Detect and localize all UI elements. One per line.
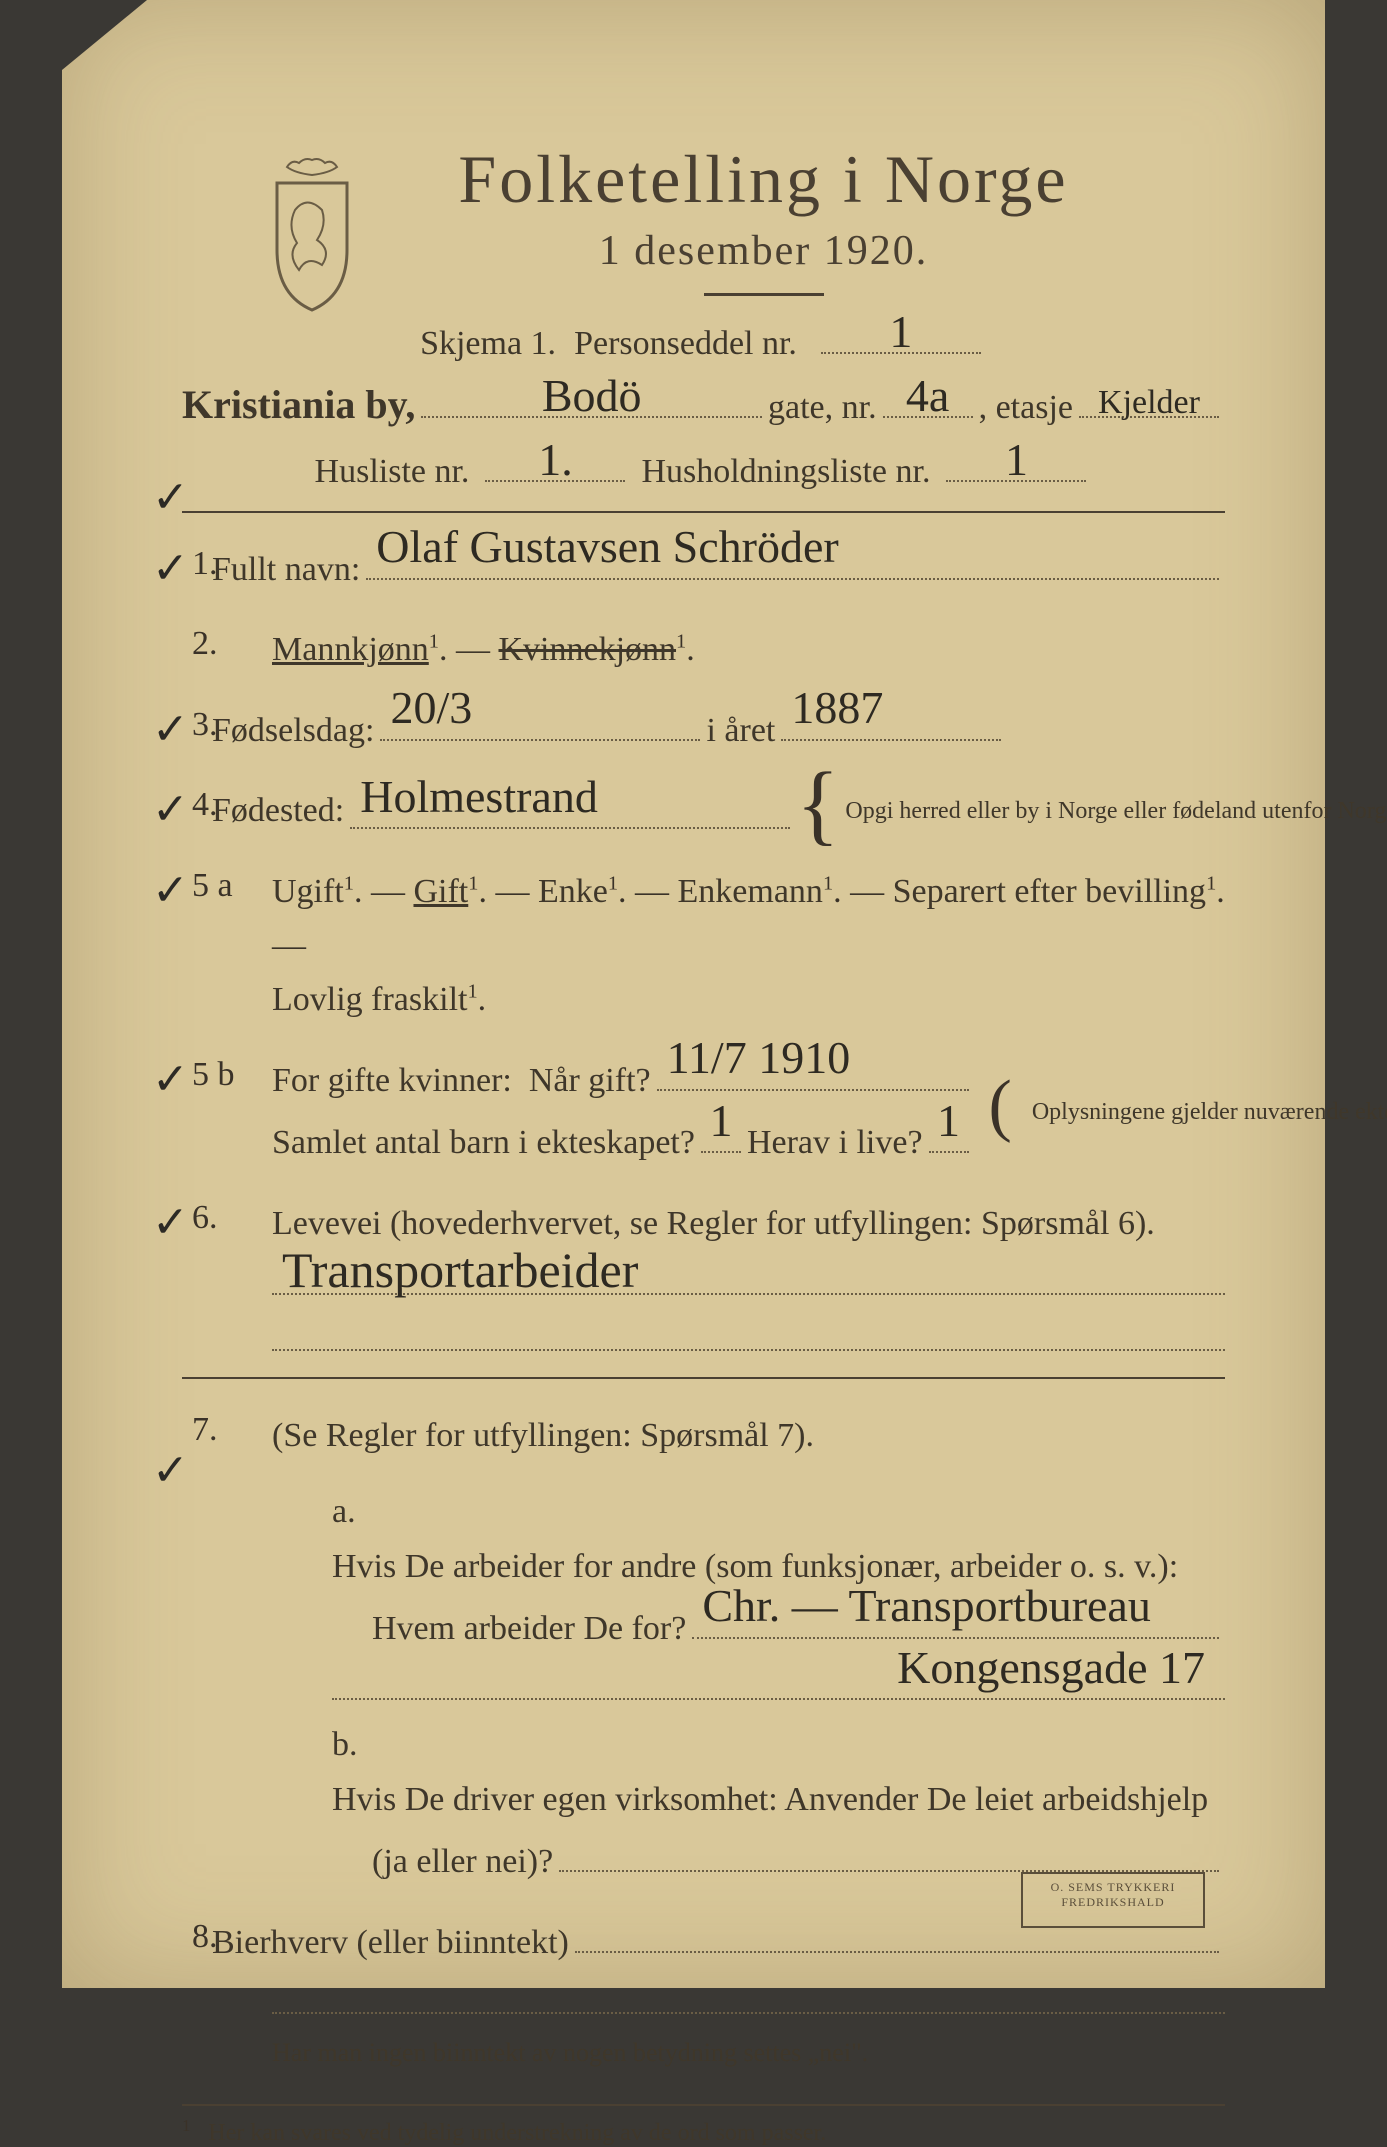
check-q3: ✓ xyxy=(152,704,189,755)
q7: ✓ 7. (Se Regler for utfyllingen: Spørsmå… xyxy=(212,1409,1225,1890)
q5a-num: 5 a xyxy=(192,867,233,905)
q5b-gift-label: Når gift? xyxy=(529,1054,651,1108)
gate-value: Bodö xyxy=(542,369,642,422)
q5b: ✓ 5 b For gifte kvinner: Når gift? 11/7 … xyxy=(212,1054,1225,1171)
gate-label: gate, nr. xyxy=(768,389,877,427)
q5b-live-label: Herav i live? xyxy=(747,1116,923,1170)
q5b-live-value: 1 xyxy=(937,1084,960,1158)
q4: ✓ 4. Fødested: Holmestrand { Opgi herred… xyxy=(212,784,1225,838)
check-q4: ✓ xyxy=(152,784,189,835)
personseddel-label: Personseddel nr. xyxy=(574,325,797,363)
gate-nr-value: 4a xyxy=(906,369,949,422)
q8: 8. Bierhverv (eller biinntekt) Har man i… xyxy=(212,1916,1225,2074)
hushold-value: 1 xyxy=(1005,433,1028,486)
q4-brace-text: Opgi herred eller by i Norge eller fødel… xyxy=(845,796,1205,827)
footnote-text: Her kan svares ved tydelig understreknin… xyxy=(208,2120,826,2146)
skjema-label: Skjema 1. xyxy=(420,325,556,363)
q5b-label: For gifte kvinner: xyxy=(272,1054,512,1108)
q3-day: 20/3 xyxy=(390,671,472,745)
q7a-value2: Kongensgade 17 xyxy=(897,1631,1205,1705)
check-q5b: ✓ xyxy=(152,1054,189,1105)
q5a-opt3: Enkemann xyxy=(678,873,823,910)
footnote: 1 Her kan svares ved tydelig understrekn… xyxy=(182,2104,1225,2147)
q3-year-label: i året xyxy=(706,704,775,758)
q7-label: (Se Regler for utfyllingen: Spørsmål 7). xyxy=(272,1417,814,1454)
check-q5a: ✓ xyxy=(152,865,189,916)
q5a-opt2: Enke xyxy=(538,873,608,910)
q2-num: 2. xyxy=(192,625,218,663)
q7b-text1: Hvis De driver egen virksomhet: Anvender… xyxy=(332,1781,1208,1818)
address-row: Kristiania by, Bodö gate, nr. 4a , etasj… xyxy=(182,381,1225,428)
q6-label: Levevei (hovederhvervet, se Regler for u… xyxy=(272,1205,1155,1242)
paper-corner-fold xyxy=(62,0,147,70)
q2-kvinne: Kvinnekjønn xyxy=(498,631,676,668)
etasje-label: , etasje xyxy=(979,389,1073,427)
census-form-paper: Folketelling i Norge 1 desember 1920. Sk… xyxy=(62,0,1325,1988)
q5b-brace-text: Oplysningene gjelder nuværende ekteskap. xyxy=(1032,1097,1262,1128)
q1-value: Olaf Gustavsen Schröder xyxy=(376,510,838,584)
q6: ✓ 6. Levevei (hovederhvervet, se Regler … xyxy=(212,1197,1225,1351)
mid-rule xyxy=(182,1377,1225,1379)
q1: ✓ 1. Fullt navn: Olaf Gustavsen Schröder xyxy=(212,543,1225,597)
printer-stamp: O. SEMS TRYKKERI FREDRIKSHALD xyxy=(1021,1872,1205,1928)
city-label: Kristiania by, xyxy=(182,381,415,428)
q5a: ✓ 5 a Ugift1. — Gift1. — Enke1. — Enkema… xyxy=(212,865,1225,1028)
q8-hint: Har man ingen biinntekt av nogen betydni… xyxy=(272,2038,868,2067)
q6-num: 6. xyxy=(192,1199,218,1237)
q5b-gift-value: 11/7 1910 xyxy=(667,1021,851,1095)
check-q1: ✓ xyxy=(152,543,189,594)
q5a-opt0: Ugift xyxy=(272,873,344,910)
personseddel-value: 1 xyxy=(889,305,912,358)
etasje-value: Kjelder xyxy=(1098,384,1200,422)
q7-num: 7. xyxy=(192,1411,218,1449)
title-main: Folketelling i Norge xyxy=(302,140,1225,219)
q5a-opt4: Separert efter bevilling xyxy=(893,873,1206,910)
q2-mann: Mannkjønn xyxy=(272,631,429,668)
title-rule xyxy=(704,293,824,296)
q3: ✓ 3. Fødselsdag: 20/3 i året 1887 xyxy=(212,704,1225,758)
q7a-text2: Hvem arbeider De for? xyxy=(372,1602,686,1656)
q7b-text2: (ja eller nei)? xyxy=(372,1835,553,1889)
q8-label: Bierhverv (eller biinntekt) xyxy=(212,1916,569,1970)
title-sub: 1 desember 1920. xyxy=(302,227,1225,275)
q3-year: 1887 xyxy=(791,671,883,745)
hushold-label: Husholdningsliste nr. xyxy=(641,453,930,491)
q2-dash: — xyxy=(456,631,499,668)
q5a-opt1: Gift xyxy=(413,873,468,910)
husliste-value: 1. xyxy=(538,433,573,486)
q6-value: Transportarbeider xyxy=(282,1241,638,1299)
q4-label: Fødested: xyxy=(212,784,344,838)
title-block: Folketelling i Norge 1 desember 1920. xyxy=(302,140,1225,296)
check-q7: ✓ xyxy=(152,1445,189,1496)
q5b-barn-label: Samlet antal barn i ekteskapet? xyxy=(272,1116,695,1170)
q4-value: Holmestrand xyxy=(360,760,598,834)
q5a-line2: Lovlig fraskilt xyxy=(272,981,467,1018)
q3-label: Fødselsdag: xyxy=(212,704,374,758)
q5b-barn-value: 1 xyxy=(709,1084,732,1158)
q2: 2. Mannkjønn1. — Kvinnekjønn1. xyxy=(212,623,1225,677)
husliste-label: Husliste nr. xyxy=(315,453,470,491)
q1-label: Fullt navn: xyxy=(212,543,360,597)
q5b-num: 5 b xyxy=(192,1056,235,1094)
husliste-row: Husliste nr. 1. Husholdningsliste nr. 1 xyxy=(182,446,1225,491)
check-q6: ✓ xyxy=(152,1197,189,1248)
skjema-row: Skjema 1. Personseddel nr. 1 xyxy=(182,318,1225,363)
coat-of-arms xyxy=(257,155,367,315)
